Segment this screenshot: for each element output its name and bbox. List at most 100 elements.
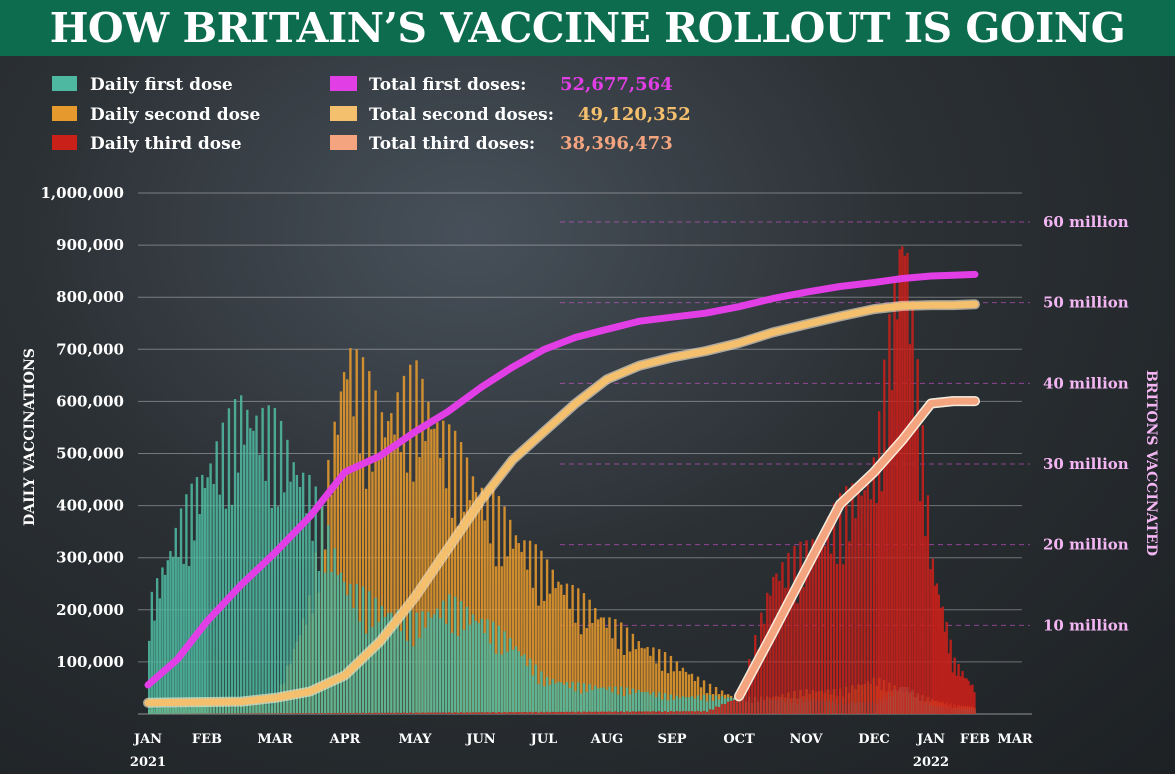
daily-bar	[835, 563, 839, 714]
daily-bar	[462, 511, 466, 714]
daily-bar	[649, 711, 652, 714]
daily-bar	[617, 648, 620, 714]
daily-bar	[711, 709, 715, 714]
daily-bar	[599, 617, 603, 714]
daily-bar	[848, 541, 851, 714]
daily-bar	[838, 492, 842, 714]
title-bar	[0, 0, 1175, 56]
daily-bar	[660, 670, 664, 714]
daily-bar	[380, 712, 384, 714]
daily-bar	[957, 664, 960, 714]
daily-bar	[308, 474, 311, 714]
daily-bar	[456, 712, 460, 714]
daily-bar	[540, 711, 543, 714]
daily-bar	[349, 712, 352, 714]
daily-bar	[418, 637, 421, 714]
daily-bar	[560, 711, 563, 714]
x-axis-ticks: JAN FEB MAR APR MAY JUN JUL AUG SEP OCT NOV DEC JAN F…	[130, 732, 1033, 770]
daily-bar	[342, 582, 346, 714]
daily-bar	[506, 651, 509, 714]
daily-bar	[273, 407, 277, 714]
daily-bar	[511, 548, 515, 714]
daily-bar	[221, 422, 225, 714]
daily-bar	[666, 673, 670, 714]
daily-bar	[333, 712, 336, 714]
daily-bar	[588, 711, 591, 714]
daily-bar	[949, 639, 952, 714]
daily-bar	[729, 700, 733, 714]
daily-bar	[239, 395, 243, 714]
daily-bar	[560, 682, 563, 714]
total-line	[144, 300, 979, 707]
daily-bar	[292, 462, 295, 714]
daily-bar	[675, 711, 679, 714]
total-line	[144, 270, 979, 689]
daily-bar	[959, 676, 962, 714]
daily-bar	[421, 378, 424, 714]
daily-bar	[605, 689, 608, 714]
y2-tick-label: 40 million	[1043, 374, 1129, 392]
daily-bar	[330, 713, 333, 714]
daily-bar	[669, 655, 673, 714]
daily-bar	[483, 632, 486, 714]
daily-bar	[602, 617, 605, 714]
daily-bar	[751, 670, 754, 714]
daily-bar	[462, 629, 466, 714]
daily-bar	[588, 599, 591, 714]
daily-bar	[628, 694, 632, 714]
daily-bar	[534, 544, 537, 714]
daily-bar	[349, 348, 352, 714]
daily-bar	[442, 712, 445, 714]
daily-bar	[396, 392, 399, 714]
daily-bar	[681, 667, 685, 714]
daily-bar	[898, 249, 901, 714]
daily-bar	[148, 640, 151, 714]
daily-bar	[514, 646, 518, 714]
daily-bar	[459, 442, 463, 714]
daily-bar	[684, 671, 688, 714]
daily-bar	[383, 437, 387, 714]
daily-bar	[649, 694, 652, 714]
daily-bar	[450, 712, 454, 714]
daily-bar	[941, 606, 944, 714]
daily-bar	[781, 562, 784, 714]
daily-bar	[380, 412, 384, 714]
daily-bar	[424, 627, 427, 714]
page-title: HOW BRITAIN’S VACCINE ROLLOUT IS GOING	[49, 4, 1126, 52]
daily-bar	[477, 623, 481, 714]
daily-bar	[483, 520, 486, 714]
daily-bar	[926, 495, 930, 714]
legend: Daily first dose Daily second dose Daily…	[52, 74, 691, 154]
x-tick-label: JUN	[465, 732, 495, 747]
daily-bar	[486, 619, 489, 714]
daily-bar	[708, 709, 712, 714]
daily-bar	[611, 638, 614, 714]
daily-bar	[514, 535, 518, 714]
daily-bar	[860, 495, 863, 714]
daily-bar	[258, 713, 261, 714]
daily-bar	[409, 712, 412, 714]
daily-bar	[456, 636, 460, 714]
daily-bar	[298, 713, 302, 714]
daily-bar	[687, 674, 691, 714]
daily-bar	[921, 425, 924, 714]
daily-bar	[371, 471, 374, 714]
daily-bar	[577, 588, 580, 714]
daily-bar	[560, 584, 563, 714]
daily-bar	[548, 684, 552, 714]
daily-bar	[625, 627, 629, 714]
daily-bar	[548, 593, 552, 714]
daily-bar	[399, 712, 402, 714]
x-tick-label: APR	[329, 732, 361, 747]
daily-bar	[158, 598, 162, 714]
daily-bar	[845, 486, 848, 714]
y-tick-label: 600,000	[56, 392, 124, 410]
daily-bar	[605, 711, 608, 714]
daily-bar	[289, 481, 292, 714]
daily-bar	[687, 697, 691, 714]
daily-bar	[520, 551, 523, 714]
daily-bar	[355, 712, 358, 714]
daily-bar	[486, 486, 489, 714]
daily-bar	[591, 711, 594, 714]
daily-bar	[823, 545, 827, 714]
